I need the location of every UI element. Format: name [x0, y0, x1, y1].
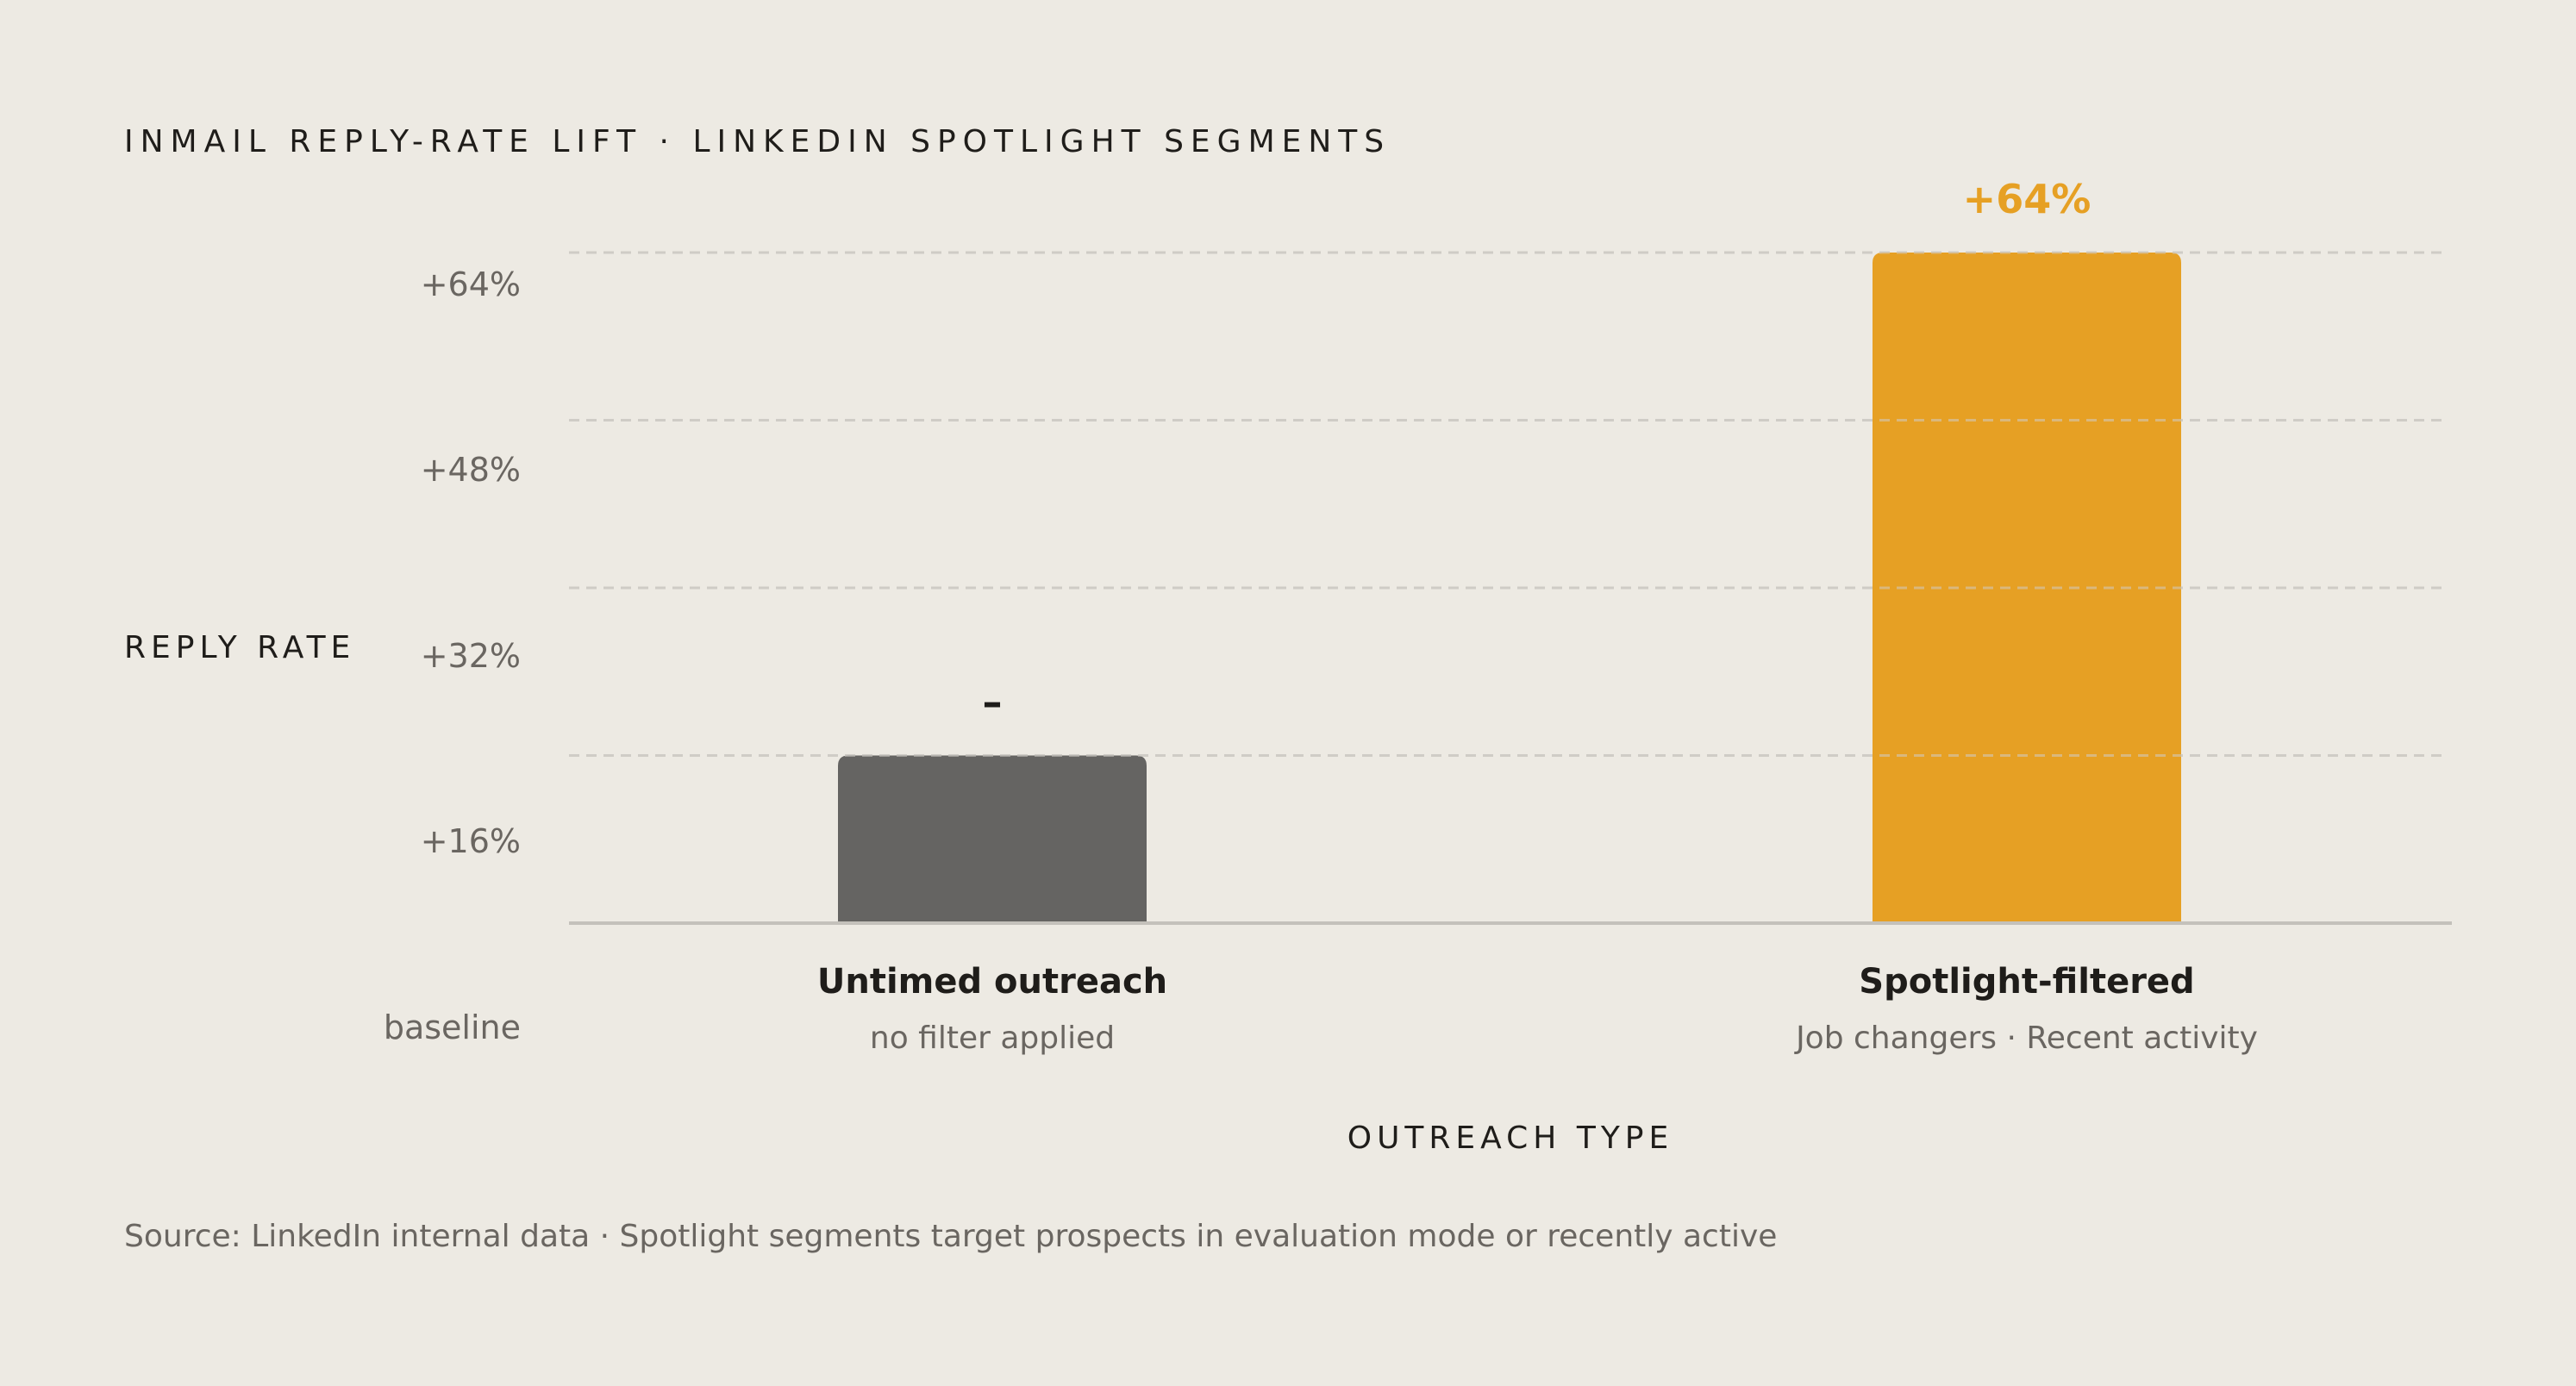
category-label: Untimed outreach: [816, 962, 1168, 1002]
chart-title: INMAIL REPLY-RATE LIFT · LINKEDIN SPOTLI…: [124, 124, 1391, 159]
y-tick-label: baseline: [383, 1008, 521, 1046]
y-tick-label: +48%: [420, 451, 521, 489]
bar-data-label: +64%: [1963, 176, 2091, 222]
bar-data-label: –: [983, 679, 1003, 726]
y-tick-label: +32%: [420, 637, 521, 675]
bar-untimed-outreach: [838, 755, 1147, 923]
y-tick-label: +16%: [420, 822, 521, 860]
category-sublabel: Job changers · Recent activity: [1796, 1021, 2258, 1056]
y-axis-label: REPLY RATE: [124, 630, 356, 665]
source-note: Source: LinkedIn internal data · Spotlig…: [124, 1219, 1778, 1254]
y-tick-label: +64%: [420, 265, 521, 303]
category-label: Spotlight-filtered: [1859, 962, 2195, 1002]
x-axis-label: OUTREACH TYPE: [1347, 1121, 1674, 1156]
category-sublabel: no filter applied: [869, 1021, 1116, 1056]
